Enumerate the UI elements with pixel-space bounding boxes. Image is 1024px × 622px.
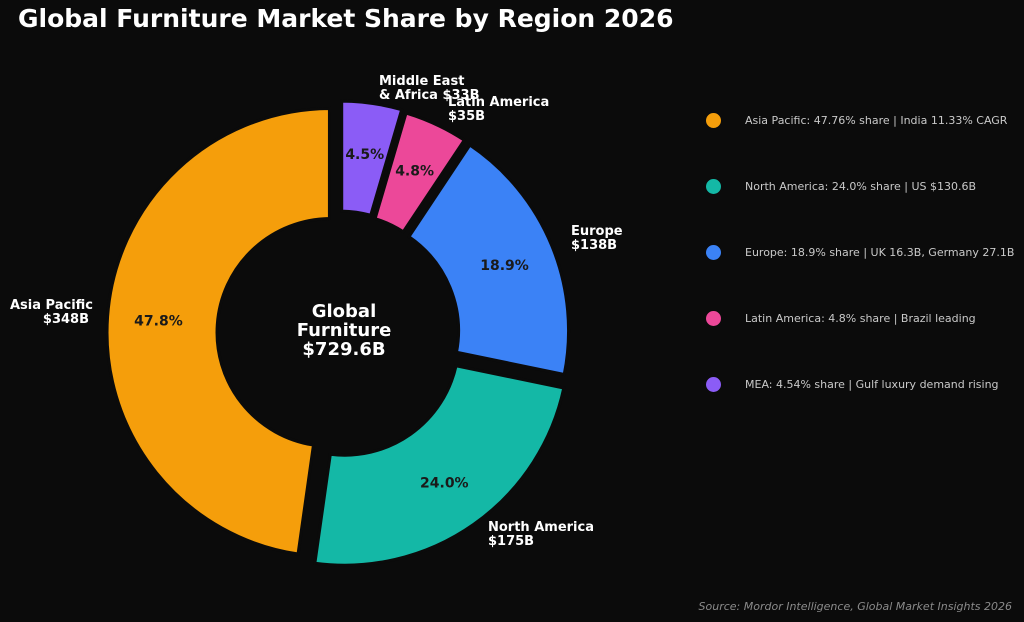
- donut-chart: 4.5% 4.8% 18.9% 24.0% 47.8%: [105, 99, 571, 567]
- pct-label-north-america: 24.0%: [420, 476, 469, 492]
- outer-label-europe: Europe $138B: [571, 224, 623, 253]
- pct-label-latin-america: 4.8%: [395, 164, 434, 180]
- pct-label-europe: 18.9%: [480, 258, 529, 274]
- pct-label-middle-east-africa: 4.5%: [345, 147, 384, 163]
- source-note: Source: Mordor Intelligence, Global Mark…: [698, 600, 1012, 613]
- chart-title: Global Furniture Market Share by Region …: [18, 4, 674, 33]
- slice-north-america: [313, 364, 566, 567]
- legend-label: MEA: 4.54% share | Gulf luxury demand ri…: [745, 377, 999, 391]
- outer-label-middle-east-africa: Middle East & Africa $33B: [379, 74, 480, 103]
- legend-swatch: [706, 376, 721, 392]
- pct-label-asia-pacific: 47.8%: [134, 313, 183, 329]
- legend-item: Europe: 18.9% share | UK 16.3B, Germany …: [706, 242, 1014, 262]
- legend-item: Latin America: 4.8% share | Brazil leadi…: [706, 308, 976, 328]
- legend-swatch: [706, 244, 721, 260]
- outer-label-north-america: North America $175B: [488, 520, 594, 549]
- slice-asia-pacific: [105, 106, 331, 556]
- slice-latin-america: [373, 111, 467, 234]
- legend-item: MEA: 4.54% share | Gulf luxury demand ri…: [706, 374, 999, 394]
- legend-swatch: [706, 310, 721, 326]
- legend-label: Europe: 18.9% share | UK 16.3B, Germany …: [745, 245, 1015, 259]
- outer-label-latin-america: Latin America $35B: [448, 95, 550, 124]
- center-label: Global Furniture $729.6B: [296, 301, 392, 360]
- legend-item: Asia Pacific: 47.76% share | India 11.33…: [706, 110, 1007, 130]
- outer-label-asia-pacific: Asia Pacific $348B: [10, 298, 94, 327]
- legend-label: Latin America: 4.8% share | Brazil leadi…: [745, 311, 976, 325]
- slice-middle-east-africa: [340, 99, 404, 218]
- legend-item: North America: 24.0% share | US $130.6B: [706, 176, 976, 196]
- legend-label: Asia Pacific: 47.76% share | India 11.33…: [745, 113, 1008, 127]
- legend-swatch: [706, 178, 721, 194]
- legend-swatch: [706, 112, 721, 128]
- legend-label: North America: 24.0% share | US $130.6B: [745, 179, 977, 193]
- slice-europe: [406, 142, 571, 377]
